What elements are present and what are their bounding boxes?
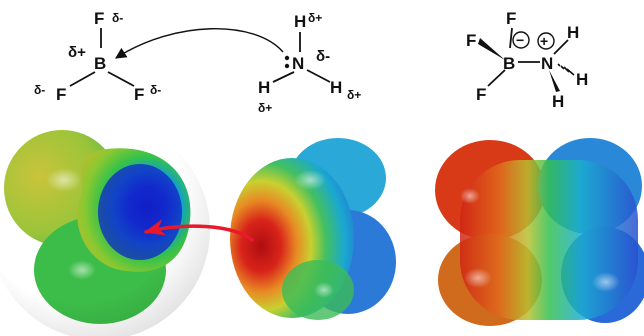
curved-arrow-icon bbox=[115, 28, 284, 59]
adduct-nitrogen-atom: N bbox=[541, 54, 553, 73]
adduct-boron-atom: B bbox=[503, 54, 515, 73]
adduct-hydrogen-top: H bbox=[567, 23, 579, 42]
adduct-hydrogen-right: H bbox=[576, 70, 588, 89]
bf3-fluorine-right: F bbox=[134, 85, 144, 104]
nh3-hydrogen-left: H bbox=[258, 78, 270, 97]
bf3-fleft-partial-charge: δ- bbox=[34, 83, 45, 97]
bf3-boron-partial-charge: δ+ bbox=[68, 44, 86, 61]
bf3-fluorine-left: F bbox=[56, 85, 66, 104]
nh3-nitrogen-atom: N bbox=[292, 54, 304, 73]
circled-charge-icon bbox=[537, 32, 555, 50]
nh3-structure: N H H H δ+ δ- δ+ δ+ bbox=[258, 11, 361, 115]
adduct-fluorine-top: F bbox=[506, 9, 516, 28]
bf3-potential-surface bbox=[0, 120, 210, 336]
bf3-structure: B F F F δ+ δ- δ- δ- bbox=[34, 9, 161, 104]
bf3-ftop-partial-charge: δ- bbox=[112, 11, 123, 25]
nh3-potential-surface bbox=[230, 138, 396, 320]
nh3-htop-partial-charge: δ+ bbox=[308, 11, 322, 25]
bf3-fright-partial-charge: δ- bbox=[150, 83, 161, 97]
nh3-hydrogen-top: H bbox=[294, 12, 306, 31]
nh3-hleft-partial-charge: δ+ bbox=[258, 101, 272, 115]
circled-charge-icon bbox=[512, 31, 530, 49]
nh3-hright-partial-charge: δ+ bbox=[347, 88, 361, 102]
adduct-positive-charge: + bbox=[540, 33, 548, 49]
adduct-potential-surface bbox=[435, 138, 644, 326]
adduct-hydrogen-bottom: H bbox=[552, 92, 564, 111]
lone-pair-dots-icon bbox=[284, 63, 290, 69]
adduct-fluorine-left: F bbox=[466, 31, 476, 50]
bf3-fluorine-top: F bbox=[94, 9, 104, 28]
red-curved-arrow-icon bbox=[143, 219, 254, 242]
adduct-negative-charge: − bbox=[516, 32, 524, 48]
lone-pair-dots-icon bbox=[284, 55, 290, 61]
adduct-fluorine-bottom: F bbox=[476, 85, 486, 104]
adduct-structure: B N F F F H H H − + bbox=[466, 9, 588, 111]
nh3-nitrogen-partial-charge: δ- bbox=[316, 48, 330, 65]
bf3-boron-atom: B bbox=[94, 54, 106, 73]
nh3-hydrogen-right: H bbox=[330, 78, 342, 97]
